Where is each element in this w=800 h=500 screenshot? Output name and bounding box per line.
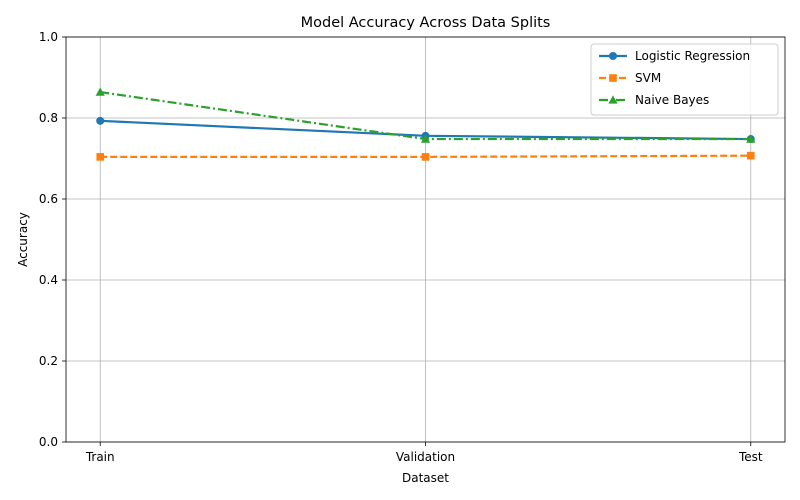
series-layer <box>95 87 756 161</box>
legend-label: Logistic Regression <box>635 49 750 63</box>
legend-marker <box>609 52 617 60</box>
y-tick-label: 1.0 <box>39 30 58 44</box>
data-point <box>746 151 755 160</box>
legend-entry: SVM <box>599 71 661 85</box>
y-tick-label: 0.6 <box>39 192 58 206</box>
legend-marker <box>608 95 618 104</box>
legend-label: Naive Bayes <box>635 93 709 107</box>
y-tick-label: 0.2 <box>39 354 58 368</box>
x-tick-label: Validation <box>396 450 455 464</box>
series-naive-bayes <box>95 87 756 143</box>
data-point <box>95 87 105 96</box>
y-tick-label: 0.8 <box>39 111 58 125</box>
data-point <box>421 153 430 161</box>
data-point <box>96 153 105 161</box>
x-axis-label: Dataset <box>402 471 449 485</box>
y-axis-label: Accuracy <box>16 212 30 267</box>
data-point <box>746 134 756 143</box>
legend: Logistic Regression SVM Naive Bayes <box>590 43 779 116</box>
legend-label: SVM <box>635 71 661 85</box>
legend-entry: Logistic Regression <box>599 49 750 63</box>
y-tick-label: 0.0 <box>39 435 58 449</box>
y-tick-label: 0.4 <box>39 273 58 287</box>
chart-title: Model Accuracy Across Data Splits <box>301 15 551 31</box>
x-tick-label: Train <box>85 450 115 464</box>
legend-marker <box>609 74 617 82</box>
legend-entry: Naive Bayes <box>599 93 709 107</box>
data-point <box>96 116 105 125</box>
y-axis-ticks: 0.0 0.2 0.4 0.6 0.8 1.0 <box>39 30 66 449</box>
x-tick-label: Test <box>738 450 763 464</box>
series-svm <box>96 151 755 161</box>
legend-box <box>590 43 779 116</box>
data-point <box>420 134 431 143</box>
x-axis-ticks: Train Validation Test <box>85 442 763 464</box>
